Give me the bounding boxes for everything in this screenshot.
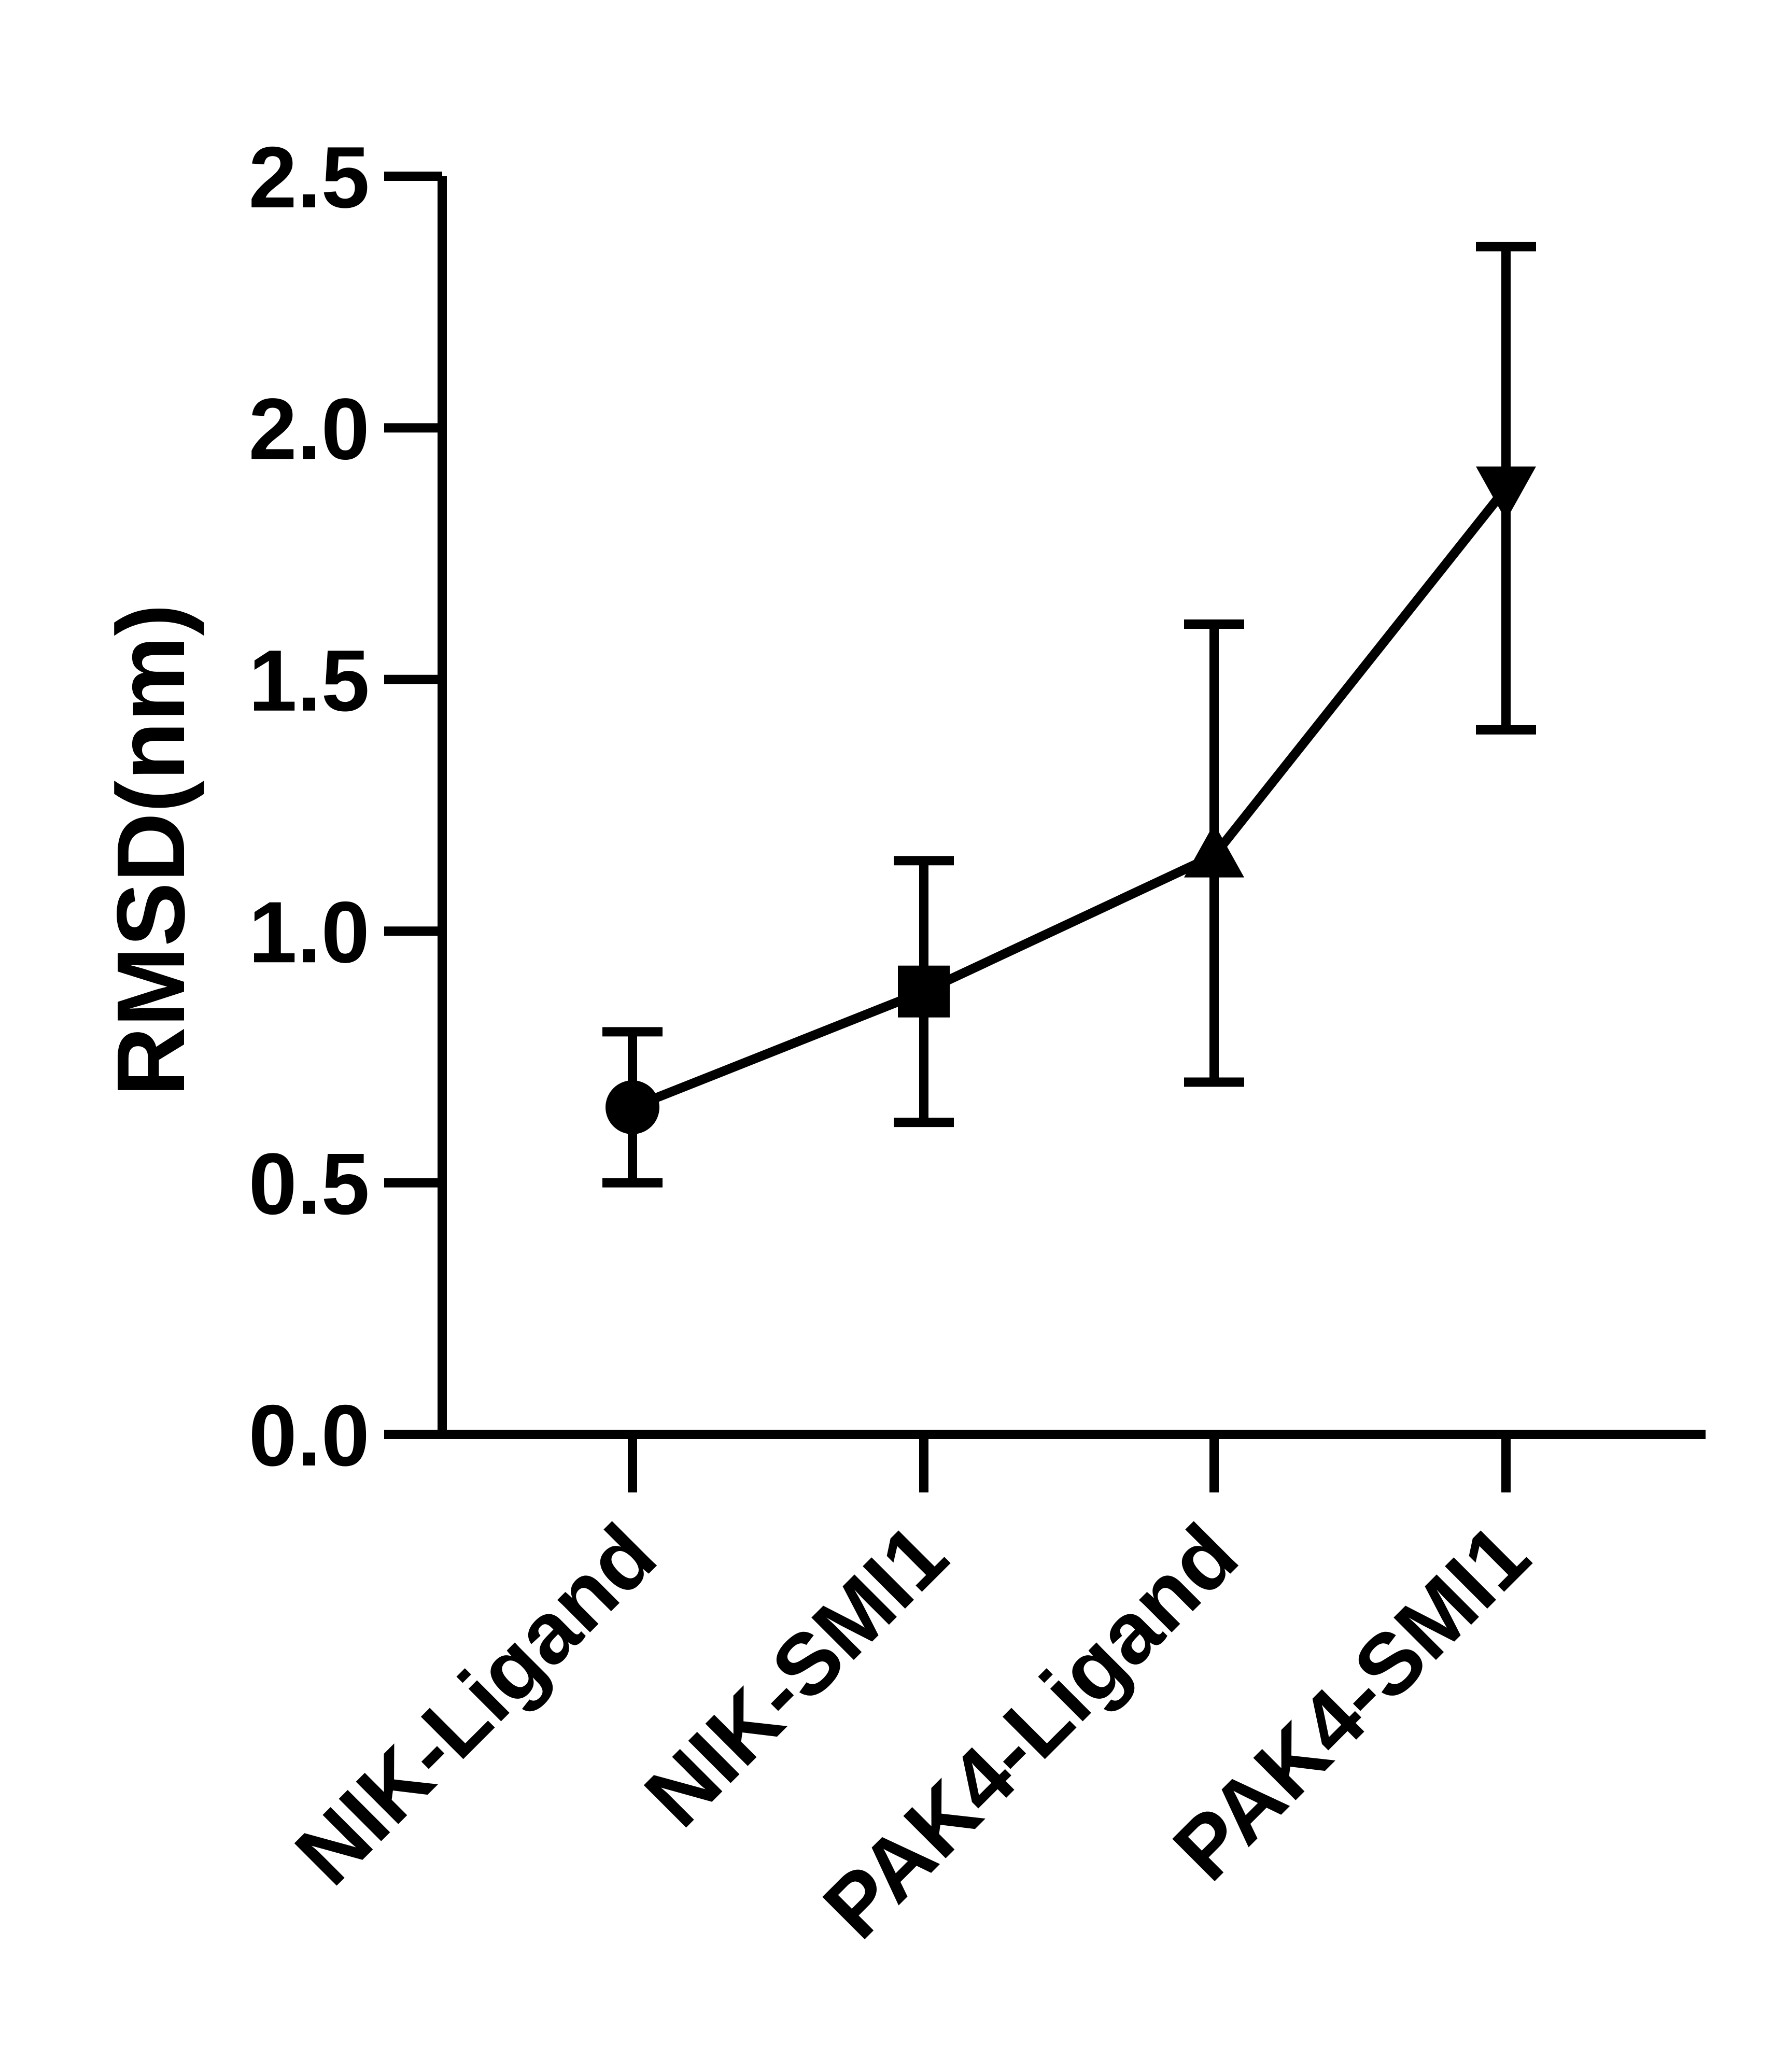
x-tick-label: NIK-Ligand bbox=[277, 1506, 674, 1903]
y-axis-title: RMSD(nm) bbox=[97, 604, 205, 1097]
y-tick-label: 1.5 bbox=[248, 632, 370, 729]
y-tick-label: 0.5 bbox=[248, 1135, 370, 1233]
series-line bbox=[630, 485, 1510, 1112]
y-axis: 0.0 0.5 1.0 1.5 2.0 2.5 bbox=[248, 129, 447, 1484]
data-point-triangle-up bbox=[1184, 823, 1244, 878]
y-tick-label: 1.0 bbox=[248, 883, 370, 981]
data-point-triangle-down bbox=[1476, 466, 1536, 520]
y-tick-label: 0.0 bbox=[248, 1387, 370, 1484]
data-point-circle bbox=[606, 1080, 659, 1134]
y-tick-label: 2.0 bbox=[248, 380, 370, 477]
y-tick-label: 2.5 bbox=[248, 129, 370, 226]
plot-area bbox=[602, 242, 1536, 1188]
data-point-square bbox=[898, 965, 950, 1018]
